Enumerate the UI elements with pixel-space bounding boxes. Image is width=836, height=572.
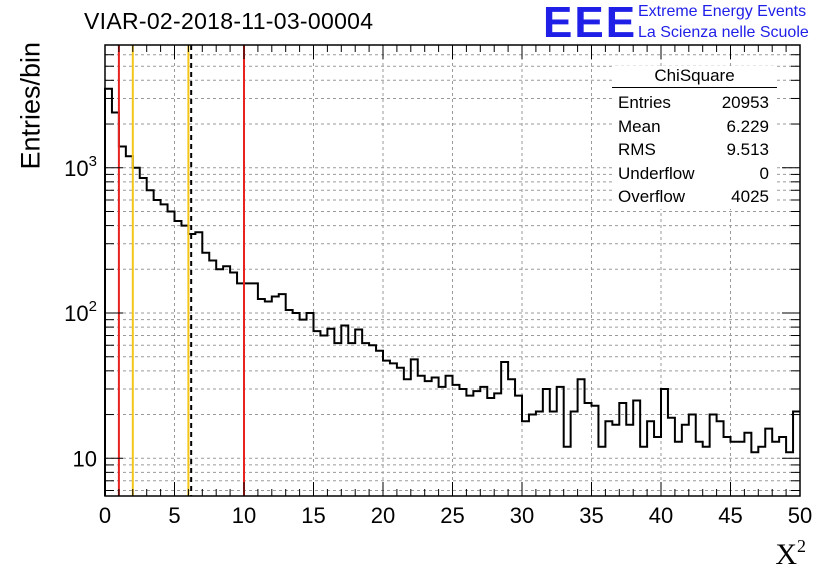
x-tick-label: 10 xyxy=(232,503,256,528)
x-tick-label: 15 xyxy=(301,503,325,528)
stats-label: Entries xyxy=(618,93,671,112)
x-axis-label-superscript: 2 xyxy=(797,536,806,556)
x-axis-label-base: X xyxy=(775,538,797,571)
vertical-lines-layer xyxy=(117,45,245,496)
x-tick-label: 30 xyxy=(510,503,534,528)
grid-layer xyxy=(105,45,800,496)
stats-value: 6.229 xyxy=(726,116,769,136)
x-tick-label: 0 xyxy=(99,503,111,528)
x-tick-label: 45 xyxy=(718,503,742,528)
stats-value: 0 xyxy=(759,163,769,183)
stats-label: RMS xyxy=(618,140,656,159)
logo-caption-line2: La Scienza nelle Scuole xyxy=(638,24,809,41)
y-tick-label: 103 xyxy=(64,153,97,181)
chart-title: VIAR-02-2018-11-03-00004 xyxy=(84,8,374,34)
x-tick-label: 35 xyxy=(579,503,603,528)
stats-box-title: ChiSquare xyxy=(612,66,777,88)
x-tick-label: 50 xyxy=(788,503,812,528)
stats-row-underflow: Underflow 0 xyxy=(612,162,777,186)
eee-logo: EEE xyxy=(543,0,638,47)
x-axis-label: X2 xyxy=(775,536,806,572)
y-tick-label: 102 xyxy=(64,298,97,326)
stats-label: Underflow xyxy=(618,163,695,183)
logo-caption-line1: Extreme Energy Events xyxy=(638,3,807,20)
stats-value: 9.513 xyxy=(726,140,769,159)
stats-row-rms: RMS 9.513 xyxy=(612,138,777,162)
stats-row-mean: Mean 6.229 xyxy=(612,115,777,139)
y-axis-label: Entries/bin xyxy=(15,41,46,170)
stats-box: ChiSquare Entries 20953 Mean 6.229 RMS 9… xyxy=(612,66,777,209)
stats-row-overflow: Overflow 4025 xyxy=(612,185,777,209)
stats-value: 4025 xyxy=(731,187,769,206)
y-tick-label: 10 xyxy=(73,446,97,471)
stats-value: 20953 xyxy=(721,93,769,112)
axis-layer: 0 5 10 15 20 25 30 35 40 45 50 10 102 103 xyxy=(64,44,812,528)
x-tick-label: 40 xyxy=(649,503,673,528)
histogram-series xyxy=(104,87,800,496)
x-tick-label: 20 xyxy=(371,503,395,528)
x-tick-label: 25 xyxy=(440,503,464,528)
stats-label: Mean xyxy=(618,116,661,136)
histogram-layer xyxy=(104,87,800,496)
x-tick-label: 5 xyxy=(168,503,180,528)
stats-label: Overflow xyxy=(618,187,686,206)
stats-row-entries: Entries 20953 xyxy=(612,91,777,115)
